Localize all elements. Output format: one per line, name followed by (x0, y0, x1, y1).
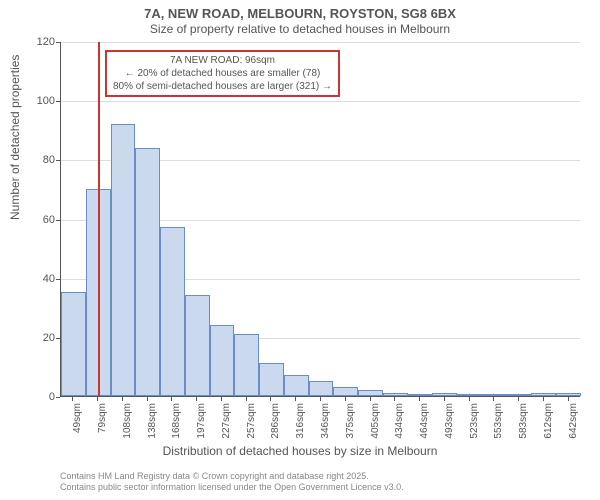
x-tick-mark (370, 397, 371, 401)
x-tick-mark (122, 397, 123, 401)
y-axis-label: Number of detached properties (8, 55, 22, 220)
histogram-chart: 7A, NEW ROAD, MELBOURN, ROYSTON, SG8 6BX… (0, 0, 600, 500)
footer-attribution: Contains HM Land Registry data © Crown c… (60, 471, 404, 494)
histogram-bar (160, 227, 185, 396)
x-tick-label: 79sqm (97, 403, 108, 453)
x-tick-label: 316sqm (295, 403, 306, 453)
y-tick-mark (56, 220, 60, 221)
chart-subtitle: Size of property relative to detached ho… (0, 22, 600, 36)
histogram-bar (457, 394, 482, 396)
y-tick-label: 0 (25, 391, 55, 403)
x-tick-mark (320, 397, 321, 401)
x-tick-label: 286sqm (270, 403, 281, 453)
histogram-bar (234, 334, 259, 396)
y-tick-mark (56, 338, 60, 339)
histogram-bar (210, 325, 235, 396)
x-tick-mark (543, 397, 544, 401)
y-tick-label: 40 (25, 273, 55, 285)
histogram-bar (507, 394, 532, 396)
x-tick-label: 583sqm (518, 403, 529, 453)
x-tick-label: 464sqm (419, 403, 430, 453)
x-tick-mark (221, 397, 222, 401)
histogram-bar (135, 148, 160, 397)
histogram-bar (309, 381, 334, 396)
gridline (61, 42, 580, 43)
histogram-bar (358, 390, 383, 396)
histogram-bar (432, 393, 457, 396)
y-tick-mark (56, 279, 60, 280)
reference-line (98, 42, 100, 396)
x-tick-mark (147, 397, 148, 401)
histogram-bar (383, 393, 408, 396)
x-tick-mark (97, 397, 98, 401)
y-tick-label: 100 (25, 95, 55, 107)
x-tick-label: 197sqm (196, 403, 207, 453)
x-tick-label: 375sqm (345, 403, 356, 453)
histogram-bar (259, 363, 284, 396)
gridline (61, 101, 580, 102)
histogram-bar (556, 393, 581, 396)
y-tick-mark (56, 397, 60, 398)
x-tick-label: 612sqm (543, 403, 554, 453)
x-tick-mark (394, 397, 395, 401)
histogram-bar (333, 387, 358, 396)
x-tick-label: 405sqm (370, 403, 381, 453)
x-tick-mark (72, 397, 73, 401)
y-tick-mark (56, 160, 60, 161)
y-tick-label: 60 (25, 214, 55, 226)
histogram-bar (284, 375, 309, 396)
footer-line-2: Contains public sector information licen… (60, 482, 404, 494)
x-tick-label: 108sqm (122, 403, 133, 453)
y-tick-mark (56, 101, 60, 102)
annotation-line: 7A NEW ROAD: 96sqm (113, 54, 332, 67)
histogram-bar (408, 394, 433, 396)
footer-line-1: Contains HM Land Registry data © Crown c… (60, 471, 404, 483)
x-tick-mark (493, 397, 494, 401)
histogram-bar (531, 393, 556, 396)
x-tick-mark (568, 397, 569, 401)
y-tick-mark (56, 42, 60, 43)
x-tick-mark (469, 397, 470, 401)
y-tick-label: 120 (25, 36, 55, 48)
x-tick-label: 642sqm (568, 403, 579, 453)
x-tick-label: 523sqm (469, 403, 480, 453)
x-tick-label: 168sqm (171, 403, 182, 453)
histogram-bar (185, 295, 210, 396)
annotation-line: 80% of semi-detached houses are larger (… (113, 80, 332, 93)
chart-title: 7A, NEW ROAD, MELBOURN, ROYSTON, SG8 6BX (0, 6, 600, 21)
histogram-bar (111, 124, 136, 396)
x-tick-label: 434sqm (394, 403, 405, 453)
histogram-bar (61, 292, 86, 396)
annotation-box: 7A NEW ROAD: 96sqm← 20% of detached hous… (105, 50, 340, 97)
x-tick-mark (270, 397, 271, 401)
x-tick-label: 227sqm (221, 403, 232, 453)
x-tick-label: 49sqm (72, 403, 83, 453)
x-tick-mark (444, 397, 445, 401)
y-tick-label: 80 (25, 154, 55, 166)
x-tick-mark (419, 397, 420, 401)
x-tick-label: 493sqm (444, 403, 455, 453)
y-tick-label: 20 (25, 332, 55, 344)
x-tick-mark (345, 397, 346, 401)
histogram-bar (482, 394, 507, 396)
annotation-line: ← 20% of detached houses are smaller (78… (113, 67, 332, 80)
x-tick-label: 346sqm (320, 403, 331, 453)
x-tick-label: 553sqm (493, 403, 504, 453)
x-tick-mark (196, 397, 197, 401)
x-tick-mark (246, 397, 247, 401)
x-tick-label: 257sqm (246, 403, 257, 453)
x-tick-label: 138sqm (147, 403, 158, 453)
x-tick-mark (295, 397, 296, 401)
x-tick-mark (518, 397, 519, 401)
x-tick-mark (171, 397, 172, 401)
